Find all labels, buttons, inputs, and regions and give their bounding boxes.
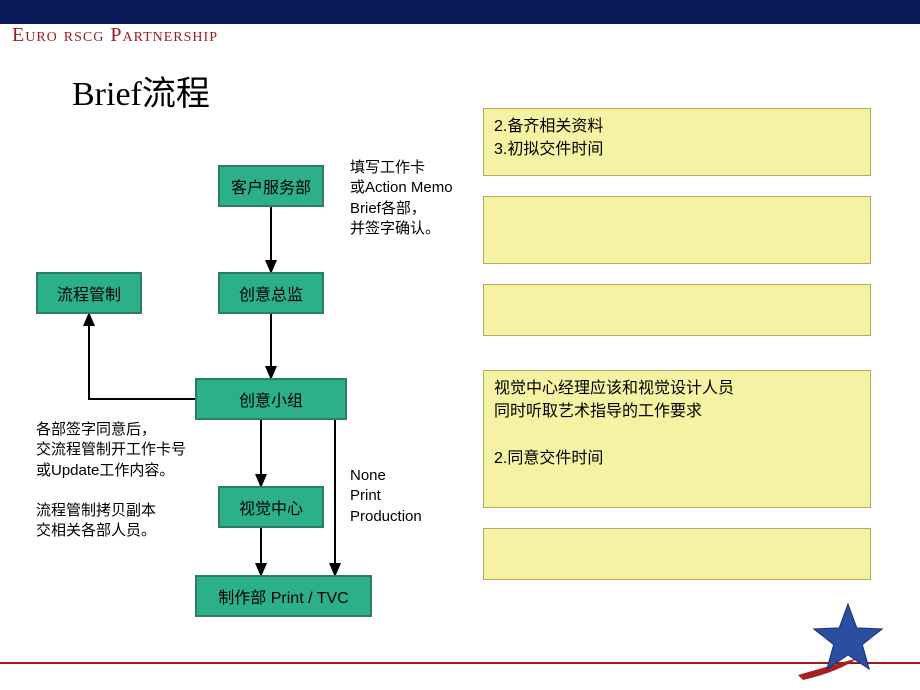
node-label: 创意小组 (239, 387, 303, 411)
node-creative-team: 创意小组 (195, 378, 347, 420)
slide-title: Brief流程 (72, 66, 210, 115)
brand-title: Euro rscg Partnership (12, 24, 218, 47)
node-label: 制作部 Print / TVC (218, 584, 348, 608)
node-process-control: 流程管制 (36, 272, 142, 314)
node-visual-center: 视觉中心 (218, 486, 324, 528)
node-production: 制作部 Print / TVC (195, 575, 372, 617)
info-panel-1: 2.备齐相关资料 3.初拟交件时间 (483, 108, 871, 176)
info-panel-2 (483, 196, 871, 264)
annotation-fill-worksheet: 填写工作卡 或Action Memo Brief各部， 并签字确认。 (350, 158, 453, 239)
info-panel-5 (483, 528, 871, 580)
node-label: 流程管制 (57, 281, 121, 305)
annotation-sign-off: 各部签字同意后， 交流程管制开工作卡号 或Update工作内容。 流程管制拷贝副… (36, 420, 186, 542)
node-label: 视觉中心 (239, 495, 303, 519)
header-band (0, 0, 920, 24)
star-icon (788, 580, 908, 690)
node-customer-service: 客户服务部 (218, 165, 324, 207)
info-panel-4: 视觉中心经理应该和视觉设计人员 同时听取艺术指导的工作要求 2.同意交件时间 (483, 370, 871, 508)
node-creative-director: 创意总监 (218, 272, 324, 314)
panel-text: 2.备齐相关资料 3.初拟交件时间 (494, 118, 603, 158)
node-label: 创意总监 (239, 281, 303, 305)
annotation-print-production: None Print Production (350, 466, 422, 527)
info-panel-3 (483, 284, 871, 336)
slide-canvas: Euro rscg Partnership Brief流程 流程管制 客户服务部… (0, 0, 920, 690)
footer-rule (0, 662, 920, 664)
panel-text: 视觉中心经理应该和视觉设计人员 同时听取艺术指导的工作要求 2.同意交件时间 (494, 380, 734, 467)
node-label: 客户服务部 (231, 174, 311, 198)
